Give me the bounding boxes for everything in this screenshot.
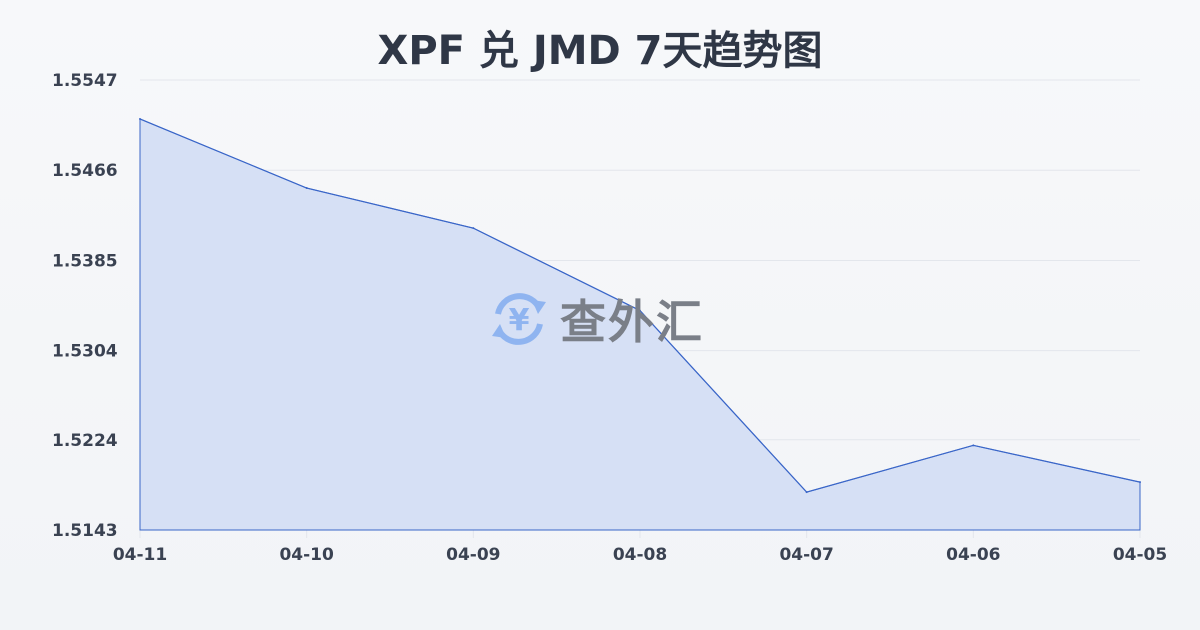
data-point <box>1139 481 1141 484</box>
data-point <box>805 491 808 494</box>
svg-text:¥: ¥ <box>509 303 530 338</box>
data-point <box>305 187 308 190</box>
x-tick-label: 04-09 <box>446 545 500 565</box>
x-tick-label: 04-05 <box>1113 545 1167 565</box>
data-point <box>472 227 475 230</box>
data-point <box>639 309 641 312</box>
x-tick-label: 04-10 <box>279 545 334 565</box>
watermark-text: 查外汇 <box>560 295 704 349</box>
y-tick-label: 1.5547 <box>52 71 118 91</box>
chart-title: XPF 兑 JMD 7天趋势图 <box>377 28 823 74</box>
watermark: ¥ 查外汇 <box>488 286 704 352</box>
data-point <box>139 117 141 120</box>
y-tick-label: 1.5143 <box>52 521 118 541</box>
yen-exchange-icon: ¥ <box>492 293 546 345</box>
y-tick-label: 1.5224 <box>52 431 118 451</box>
y-tick-label: 1.5304 <box>52 342 118 362</box>
y-tick-label: 1.5385 <box>52 251 118 271</box>
x-tick-label: 04-08 <box>613 545 667 565</box>
x-tick-label: 04-07 <box>779 545 833 565</box>
x-tick-label: 04-11 <box>113 545 167 565</box>
y-tick-label: 1.5466 <box>52 161 118 181</box>
x-tick-label: 04-06 <box>946 545 1000 565</box>
data-point <box>972 444 975 447</box>
